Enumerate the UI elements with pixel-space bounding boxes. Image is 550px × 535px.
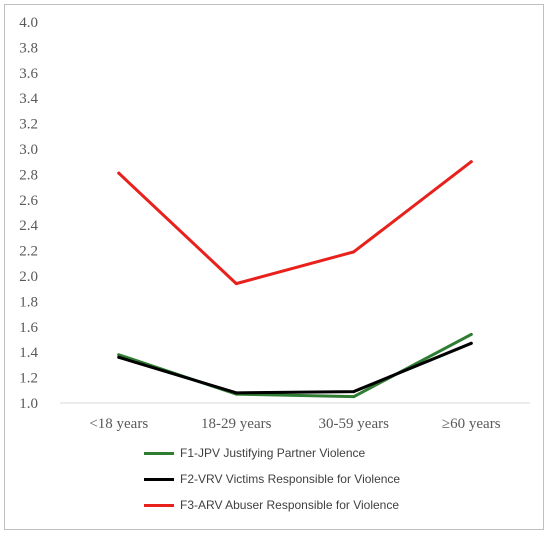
y-tick-label: 1.6 <box>19 320 38 336</box>
legend-item-f3: F3-ARV Abuser Responsible for Violence <box>144 492 400 518</box>
series-1-point <box>117 353 121 357</box>
y-tick-label: 2.4 <box>19 218 38 234</box>
series-2-point <box>352 390 356 394</box>
y-tick-label: 2.0 <box>19 269 38 285</box>
series-lines <box>117 160 473 399</box>
series-2-point <box>117 355 121 359</box>
y-tick-label: 3.0 <box>19 142 38 158</box>
x-axis: <18 years 18-29 years 30-59 years ≥60 years <box>89 416 500 432</box>
y-tick-label: 3.8 <box>19 40 38 56</box>
series-line-3 <box>117 160 473 286</box>
series-3-point <box>117 171 121 175</box>
x-tick-label: 30-59 years <box>319 416 390 432</box>
x-tick-label: <18 years <box>89 416 148 432</box>
y-tick-label: 1.0 <box>19 396 38 412</box>
y-tick-label: 3.2 <box>19 117 38 133</box>
x-tick-label: ≥60 years <box>442 416 501 432</box>
series-3-point <box>352 250 356 254</box>
legend-label-f1: F1-JPV Justifying Partner Violence <box>180 446 366 460</box>
y-tick-label: 3.6 <box>19 66 38 82</box>
y-tick-label: 2.2 <box>19 244 38 260</box>
series-1-point <box>469 332 473 336</box>
series-2-point <box>234 391 238 395</box>
series-line-2 <box>117 341 473 395</box>
legend-swatch-f3 <box>144 503 174 507</box>
series-1-point <box>352 395 356 399</box>
y-tick-label: 4.0 <box>19 15 38 31</box>
legend: F1-JPV Justifying Partner Violence F2-VR… <box>144 440 400 518</box>
legend-label-f3: F3-ARV Abuser Responsible for Violence <box>180 498 400 512</box>
series-3-point <box>234 282 238 286</box>
legend-item-f1: F1-JPV Justifying Partner Violence <box>144 440 400 466</box>
legend-item-f2: F2-VRV Victims Responsible for Violence <box>144 466 400 492</box>
legend-label-f2: F2-VRV Victims Responsible for Violence <box>180 472 401 486</box>
series-3-point <box>469 160 473 164</box>
series-2-point <box>469 341 473 345</box>
y-tick-label: 1.4 <box>19 345 38 361</box>
y-tick-label: 1.2 <box>19 371 38 387</box>
y-axis: 1.0 1.2 1.4 1.6 1.8 2.0 2.2 2.4 2.6 2.8 3.0 3.2 3.4 3… <box>19 15 38 412</box>
chart-frame <box>4 4 544 530</box>
legend-swatch-f1 <box>144 451 174 455</box>
legend-swatch-f2 <box>144 477 174 481</box>
y-tick-label: 1.8 <box>19 294 38 310</box>
y-tick-label: 2.8 <box>19 167 38 183</box>
y-tick-label: 2.6 <box>19 193 38 209</box>
y-tick-label: 3.4 <box>19 91 38 107</box>
x-tick-label: 18-29 years <box>201 416 272 432</box>
